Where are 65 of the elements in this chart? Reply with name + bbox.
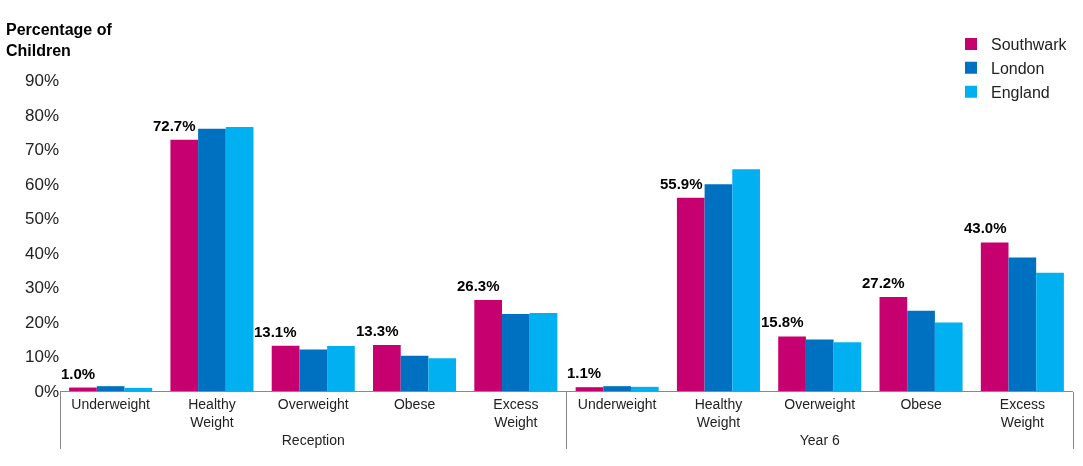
x-tick-label: Healthy Weight	[694, 395, 743, 430]
y-tick-label: 0%	[34, 381, 59, 401]
data-label: 13.3%	[356, 322, 399, 339]
data-label: 15.8%	[761, 313, 804, 330]
bar	[198, 128, 226, 391]
data-label: 72.7%	[153, 117, 196, 134]
bar	[299, 349, 328, 391]
bar	[907, 310, 935, 391]
y-tick-label: 60%	[24, 174, 59, 194]
bar	[96, 386, 125, 391]
y-tick-label: 70%	[24, 140, 59, 160]
data-label: 43.0%	[964, 219, 1007, 236]
y-tick-label: 30%	[24, 278, 59, 298]
data-label: 1.1%	[567, 364, 602, 381]
y-tick-label: 40%	[24, 243, 59, 263]
text: Year 6	[799, 432, 840, 448]
bar	[704, 184, 733, 391]
bar	[833, 342, 862, 391]
x-tick-label: Healthy Weight	[188, 395, 236, 430]
bar	[603, 386, 631, 391]
y-axis-title: Percentage of Children	[6, 21, 113, 59]
data-label: 1.0%	[61, 365, 96, 382]
bar	[225, 127, 254, 391]
bar	[170, 139, 199, 391]
bar	[1036, 272, 1064, 391]
legend-label: London	[991, 60, 1045, 78]
x-tick-label: Overweight	[784, 395, 856, 412]
x-tick-label: Obese	[900, 395, 942, 412]
data-label: 26.3%	[457, 277, 500, 294]
y-tick-label: 10%	[24, 347, 59, 367]
bar	[327, 346, 355, 391]
legend-label: Southwark	[991, 36, 1068, 54]
y-tick-label: 90%	[24, 70, 59, 90]
y-tick-label: 20%	[24, 312, 59, 332]
bar	[676, 197, 705, 391]
bar	[732, 169, 760, 391]
bar	[630, 386, 659, 391]
x-tick-label: Underweight	[577, 395, 657, 412]
bar	[428, 358, 457, 391]
data-label: 27.2%	[862, 274, 905, 291]
bar	[778, 336, 806, 391]
bar	[980, 242, 1009, 391]
x-tick-label: Underweight	[71, 395, 151, 412]
x-tick-label: Obese	[393, 395, 436, 412]
y-tick-label: 80%	[24, 105, 59, 125]
legend-label: England	[991, 83, 1050, 101]
bar	[934, 322, 963, 391]
bar	[529, 312, 558, 391]
bar	[474, 300, 503, 391]
data-label: 55.9%	[660, 175, 703, 192]
x-tick-label: Overweight	[277, 395, 349, 412]
bar	[271, 345, 300, 391]
bar	[502, 313, 530, 391]
bar	[373, 345, 401, 391]
bar	[1008, 257, 1037, 391]
text: Reception	[281, 432, 345, 448]
bar	[879, 297, 908, 391]
bar	[805, 339, 834, 391]
y-tick-label: 50%	[24, 209, 59, 229]
bar	[400, 355, 429, 391]
x-tick-label: Excess Weight	[999, 395, 1045, 430]
x-tick-label: Excess Weight	[493, 395, 539, 430]
bar	[575, 387, 604, 391]
data-label: 13.1%	[254, 323, 297, 340]
bar	[124, 387, 153, 391]
